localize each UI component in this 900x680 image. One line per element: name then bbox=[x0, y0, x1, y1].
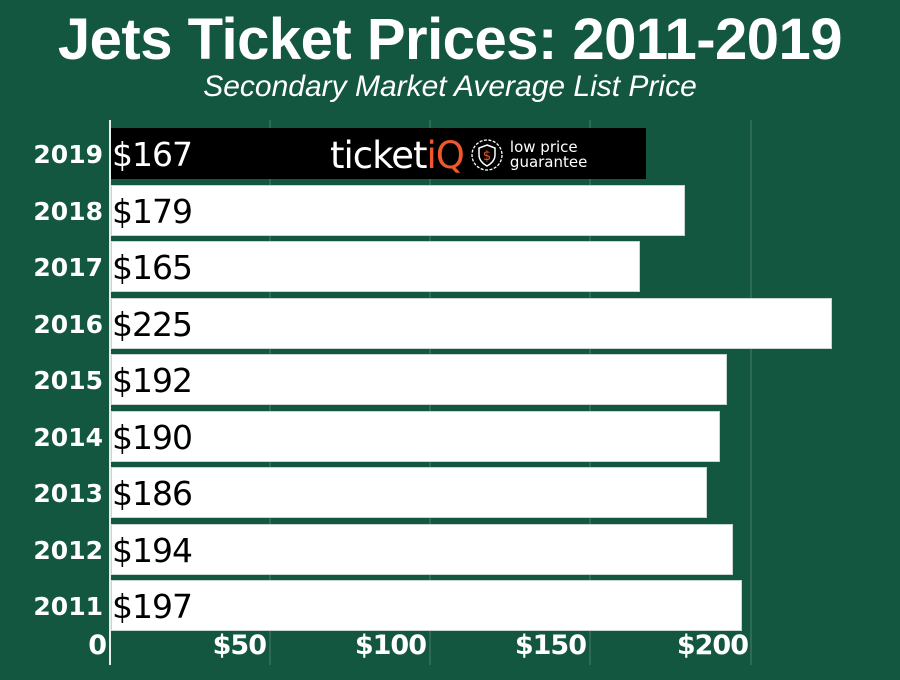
logo-tagline: low price guarantee bbox=[509, 138, 588, 171]
bar-value-label: $225 bbox=[112, 305, 193, 344]
bar-2011: $197 bbox=[111, 580, 742, 631]
bar-2019: $167 ticketiQ $ low price guarantee bbox=[111, 128, 646, 179]
svg-text:$: $ bbox=[483, 149, 491, 164]
bar-2014: $190 bbox=[111, 411, 720, 462]
bar-2016: $225 bbox=[111, 298, 832, 349]
y-axis-line bbox=[109, 120, 111, 665]
ticketiq-logo: ticketiQ $ low price guarantee bbox=[330, 133, 588, 177]
year-label: 2014 bbox=[33, 423, 103, 452]
chart-subtitle: Secondary Market Average List Price bbox=[203, 70, 697, 103]
bar-2013: $186 bbox=[111, 467, 707, 518]
bar-value-label: $192 bbox=[112, 361, 193, 400]
year-label: 2012 bbox=[33, 536, 103, 565]
bar-value-label: $186 bbox=[112, 474, 193, 513]
x-tick-200: $200 bbox=[676, 630, 749, 661]
bar-value-label: $190 bbox=[112, 418, 193, 457]
year-label: 2016 bbox=[33, 310, 103, 339]
year-label: 2015 bbox=[33, 366, 103, 395]
bar-value-label: $165 bbox=[112, 248, 193, 287]
x-tick-150: $150 bbox=[514, 630, 587, 661]
year-label: 2018 bbox=[33, 197, 103, 226]
bar-value-label: $194 bbox=[112, 531, 193, 570]
logo-wordmark: ticketiQ bbox=[330, 133, 465, 177]
bar-2018: $179 bbox=[111, 185, 685, 236]
bar-value-label: $179 bbox=[112, 192, 193, 231]
x-tick-100: $100 bbox=[354, 630, 427, 661]
year-label: 2011 bbox=[33, 592, 103, 621]
bar-2015: $192 bbox=[111, 354, 727, 405]
year-label: 2017 bbox=[33, 253, 103, 282]
bar-2017: $165 bbox=[111, 241, 640, 292]
gridline-200 bbox=[750, 120, 752, 665]
bar-2012: $194 bbox=[111, 524, 733, 575]
chart-title: Jets Ticket Prices: 2011-2019 bbox=[57, 7, 843, 72]
year-label: 2019 bbox=[33, 140, 103, 169]
shield-dollar-icon: $ bbox=[471, 139, 503, 171]
bar-value-label: $167 bbox=[112, 135, 193, 174]
year-label: 2013 bbox=[33, 479, 103, 508]
bar-value-label: $197 bbox=[112, 587, 193, 626]
x-tick-0: 0 bbox=[88, 630, 107, 661]
x-tick-50: $50 bbox=[212, 630, 267, 661]
